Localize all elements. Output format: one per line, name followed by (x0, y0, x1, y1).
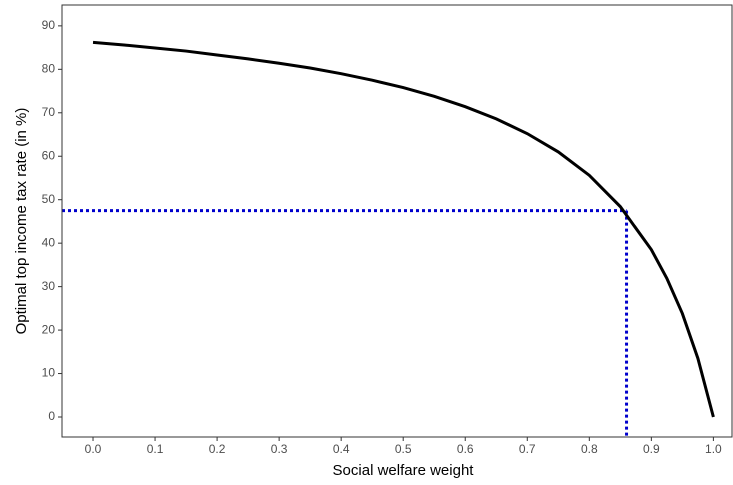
x-tick-label: 0.4 (333, 442, 350, 456)
x-tick-label: 0.8 (581, 442, 598, 456)
x-tick-label: 0.5 (395, 442, 412, 456)
plot-border (61, 4, 733, 438)
y-tick-label: 10 (42, 366, 56, 380)
x-axis-title: Social welfare weight (333, 462, 475, 479)
y-axis-title: Optimal top income tax rate (in %) (13, 108, 30, 335)
y-tick-label: 60 (42, 148, 56, 162)
y-tick-label: 20 (42, 322, 56, 336)
x-tick-label: 0.0 (85, 442, 102, 456)
y-tick-label: 30 (42, 279, 56, 293)
x-tick-label: 0.6 (457, 442, 474, 456)
y-tick-label: 40 (42, 235, 56, 249)
x-tick-label: 0.1 (147, 442, 164, 456)
y-tick-label: 70 (42, 105, 56, 119)
x-tick-label: 0.9 (643, 442, 660, 456)
y-tick-label: 50 (42, 192, 56, 206)
x-tick-label: 0.3 (271, 442, 288, 456)
x-tick-label: 0.7 (519, 442, 536, 456)
y-tick-label: 0 (48, 409, 55, 423)
y-tick-label: 80 (42, 61, 56, 75)
x-tick-label: 0.2 (209, 442, 226, 456)
y-tick-label: 90 (42, 18, 56, 32)
x-tick-label: 1.0 (705, 442, 722, 456)
line (92, 40, 715, 418)
